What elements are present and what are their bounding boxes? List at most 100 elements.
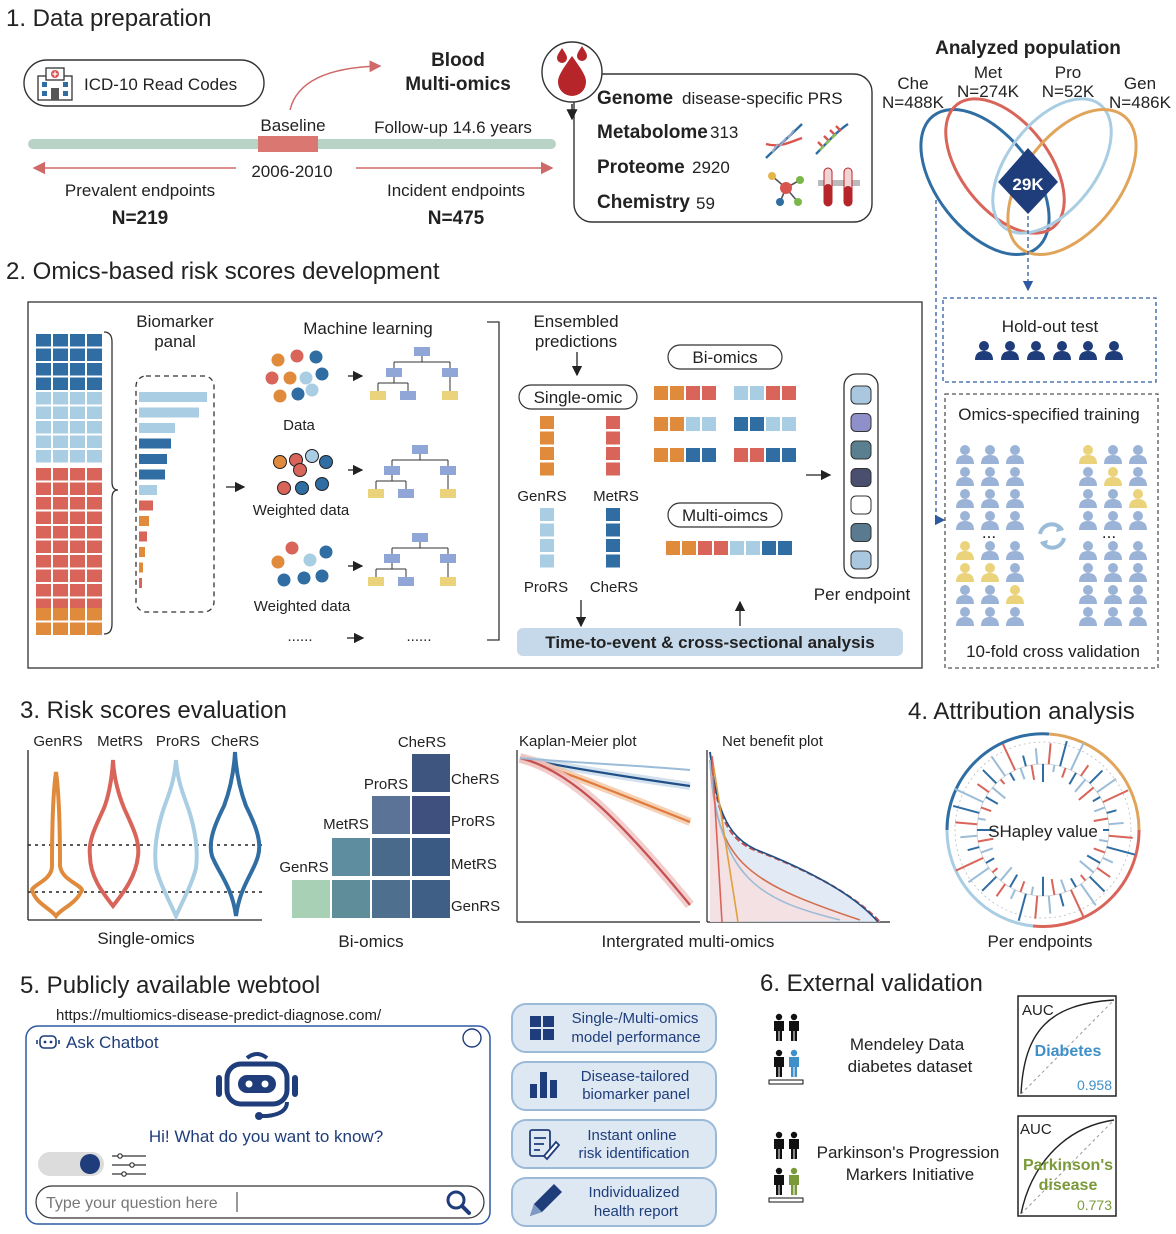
incident-n: N=475 xyxy=(428,208,485,229)
sliders-icon[interactable] xyxy=(112,1153,146,1177)
data-dot xyxy=(297,571,311,585)
webtool-url[interactable]: https://multiomics-disease-predict-diagn… xyxy=(56,1007,382,1024)
score-block xyxy=(606,447,620,460)
bi-block xyxy=(654,448,668,462)
violin-label-che: CheRS xyxy=(211,733,259,750)
data-dot xyxy=(315,569,329,583)
analysis-banner xyxy=(517,628,903,656)
auc-box-diabetes xyxy=(1017,995,1117,1097)
document-edit-icon xyxy=(529,1129,561,1161)
bi-block xyxy=(654,386,668,400)
bi-block xyxy=(670,386,684,400)
shap-spike xyxy=(1009,772,1016,782)
shap-spike xyxy=(1069,889,1085,919)
tree-edges xyxy=(375,563,449,577)
auc-value-parkinson: 0.773 xyxy=(1077,1197,1112,1213)
score-block xyxy=(606,462,620,476)
importance-bar xyxy=(139,531,147,542)
bi-omics-pill xyxy=(667,344,783,370)
dataset-2-name-2: Markers Initiative xyxy=(846,1165,974,1184)
score-block xyxy=(540,508,554,521)
prevalent-label: Prevalent endpoints xyxy=(65,181,215,200)
biomarker-cell xyxy=(53,435,68,448)
tree-node xyxy=(440,554,456,563)
bi-block xyxy=(702,448,716,462)
search-icon[interactable] xyxy=(446,1190,471,1215)
bi-block xyxy=(782,417,796,431)
omics-genome-name: Genome xyxy=(597,88,673,109)
cycle-icon xyxy=(1038,522,1066,550)
chatbot-header-icon xyxy=(36,1035,60,1049)
biomarker-cell xyxy=(70,540,85,553)
shap-circular-plot xyxy=(945,732,1141,929)
shap-spike xyxy=(1047,743,1052,765)
shap-spike xyxy=(1001,743,1017,771)
biomarker-cell xyxy=(87,482,102,495)
biomarker-cell xyxy=(36,598,51,611)
ensembled-title-2: predictions xyxy=(535,332,617,351)
biomarker-cell xyxy=(36,569,51,582)
score-label-gen: GenRS xyxy=(517,488,566,505)
biomarker-cell xyxy=(87,497,102,510)
heatmap-cell xyxy=(372,838,410,876)
shap-spike xyxy=(1068,772,1077,785)
nb-title: Net benefit plot xyxy=(722,733,824,750)
violin-label-pro: ProRS xyxy=(156,733,200,750)
omics-box xyxy=(573,73,873,223)
tree-node xyxy=(440,466,456,475)
webtool-button-biomarker-2: biomarker panel xyxy=(582,1086,690,1103)
score-block xyxy=(540,462,554,476)
multi-block xyxy=(746,541,760,555)
biomarker-cell xyxy=(53,392,68,405)
shap-spike xyxy=(960,834,978,839)
heatmap-cell xyxy=(412,796,450,834)
biomarker-cell xyxy=(53,377,68,390)
score-label-met: MetRS xyxy=(593,488,639,505)
multi-block xyxy=(666,541,680,555)
data-dot xyxy=(295,481,309,495)
decision-tree xyxy=(368,533,456,586)
webtool-button-biomarker[interactable]: Disease-tailored biomarker panel xyxy=(511,1061,717,1111)
question-input[interactable] xyxy=(35,1185,485,1219)
biomarker-cell xyxy=(53,363,68,376)
data-dot xyxy=(271,353,285,367)
data-dot xyxy=(315,367,329,381)
webtool-button-biomarker-1: Disease-tailored xyxy=(581,1068,689,1085)
biomarker-cell xyxy=(70,555,85,568)
data-dot xyxy=(299,371,313,385)
webtool-button-risk[interactable]: Instant online risk identification xyxy=(511,1119,717,1169)
shap-spike xyxy=(1080,874,1087,882)
webtool-button-performance[interactable]: Single-/Multi-omics model performance xyxy=(511,1003,717,1053)
per-endpoints-label: Per endpoints xyxy=(988,932,1093,951)
biomarker-cell xyxy=(36,392,51,405)
biomarker-cell xyxy=(36,450,51,463)
biomarker-cell xyxy=(53,598,68,611)
bi-block xyxy=(702,417,716,431)
bar-chart-icon xyxy=(530,1072,557,1098)
tree-leaf xyxy=(400,391,416,400)
tree-leaf xyxy=(440,577,456,586)
venn-met-n: N=274K xyxy=(957,82,1020,101)
biomarker-cell xyxy=(53,450,68,463)
bi-block xyxy=(670,417,684,431)
bi-col-label-met: MetRS xyxy=(323,816,369,833)
tree-node xyxy=(412,533,428,542)
data-label-3: Weighted data xyxy=(254,598,351,615)
multi-block xyxy=(682,541,696,555)
bi-omics-bars xyxy=(654,386,796,462)
importance-bar xyxy=(139,454,167,464)
importance-bar xyxy=(139,438,171,449)
tree-leaf xyxy=(370,391,386,400)
tree-edges xyxy=(391,454,449,466)
violin-gen xyxy=(29,771,85,920)
webtool-button-report-1: Individualized xyxy=(589,1184,680,1201)
biomarker-cell xyxy=(53,482,68,495)
chatbot-close-button[interactable] xyxy=(462,1028,482,1048)
webtool-button-report[interactable]: Individualized health report xyxy=(511,1177,717,1227)
robot-icon xyxy=(216,1052,298,1120)
tree-edges xyxy=(375,475,449,489)
biomarker-cell xyxy=(70,482,85,495)
omics-metabolome-name: Metabolome xyxy=(597,122,708,143)
biomarker-cell xyxy=(87,468,102,481)
chatbot-title[interactable]: Ask Chatbot xyxy=(66,1033,159,1052)
